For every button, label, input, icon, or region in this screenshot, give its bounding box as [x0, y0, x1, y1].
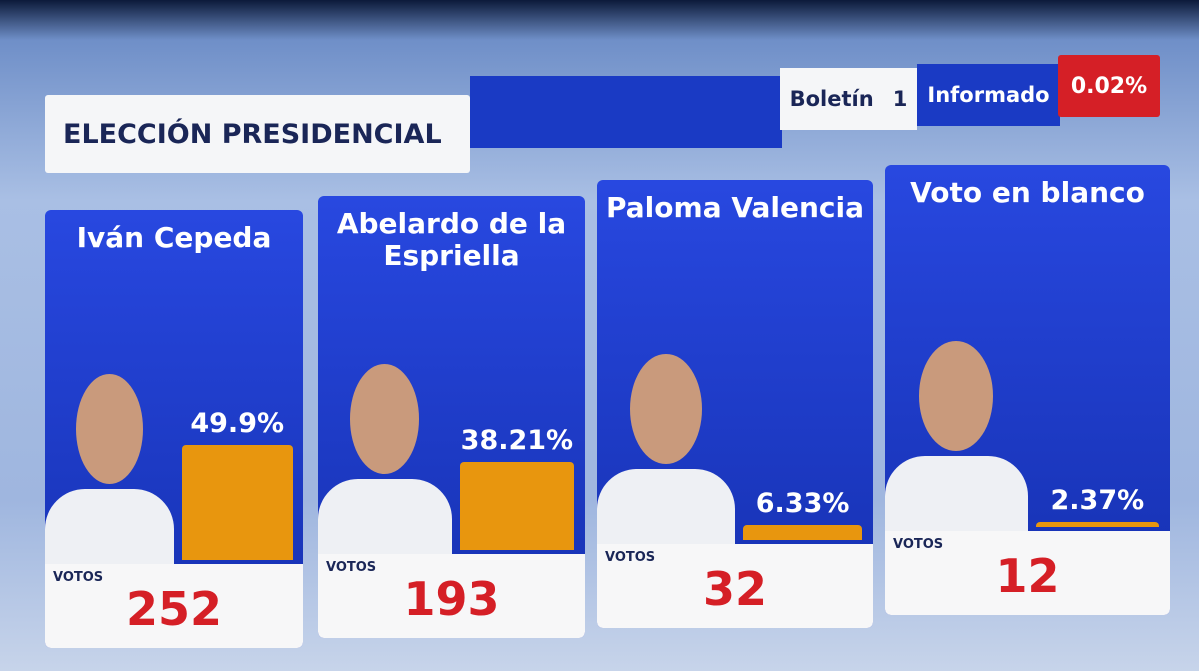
votes-panel: VOTOS 12 [885, 531, 1170, 615]
bar [459, 462, 575, 550]
candidate-photo [318, 344, 452, 554]
votes-label: VOTOS [893, 537, 944, 552]
candidate-card: Abelardo de la Espriella VOTOS 193 38.21% [318, 196, 585, 638]
votes-count: 252 [125, 582, 223, 636]
value-label: 6.33% [755, 488, 850, 520]
photo-head [75, 374, 144, 484]
candidate-name: Paloma Valencia [606, 191, 864, 224]
candidate-photo [597, 334, 735, 544]
candidate-name: Voto en blanco [910, 176, 1145, 209]
bar [743, 525, 862, 540]
candidate-card: Iván Cepeda VOTOS 252 49.9% [45, 210, 303, 648]
bar [181, 445, 293, 560]
candidate-name: Abelardo de la Espriella [336, 207, 567, 272]
photo-body [318, 479, 452, 554]
votes-label: VOTOS [53, 570, 104, 585]
title: ELECCIÓN PRESIDENCIAL [45, 95, 470, 173]
photo-head [630, 354, 702, 464]
bulletin-box: Boletín 1 [780, 68, 917, 130]
value-label: 2.37% [1050, 484, 1145, 516]
photo-body [45, 489, 174, 564]
votes-label: VOTOS [326, 560, 377, 575]
reported-value: 0.02% [1058, 55, 1160, 117]
value-label: 49.9% [190, 408, 285, 440]
candidate-photo [885, 321, 1028, 531]
photo-head [919, 341, 994, 451]
votes-count: 12 [995, 549, 1060, 603]
candidate-card: Paloma Valencia VOTOS 32 6.33% [597, 180, 873, 628]
candidate-card: Voto en blanco VOTOS 12 2.37% [885, 165, 1170, 615]
value-label: 38.21% [460, 425, 574, 457]
votes-panel: VOTOS 32 [597, 544, 873, 628]
photo-body [597, 469, 735, 544]
candidate-photo [45, 354, 174, 564]
votes-panel: VOTOS 252 [45, 564, 303, 648]
photo-body [885, 456, 1028, 531]
votes-label: VOTOS [605, 550, 656, 565]
votes-count: 193 [403, 572, 500, 626]
votes-count: 32 [702, 562, 767, 616]
bar [1036, 521, 1159, 527]
bulletin-number: 1 [892, 87, 908, 111]
bulletin-label: Boletín [789, 87, 874, 111]
photo-head [350, 364, 420, 474]
candidate-name: Iván Cepeda [76, 221, 272, 254]
header-band [470, 76, 782, 148]
votes-panel: VOTOS 193 [318, 554, 585, 638]
reported-label: Informado [917, 64, 1060, 126]
